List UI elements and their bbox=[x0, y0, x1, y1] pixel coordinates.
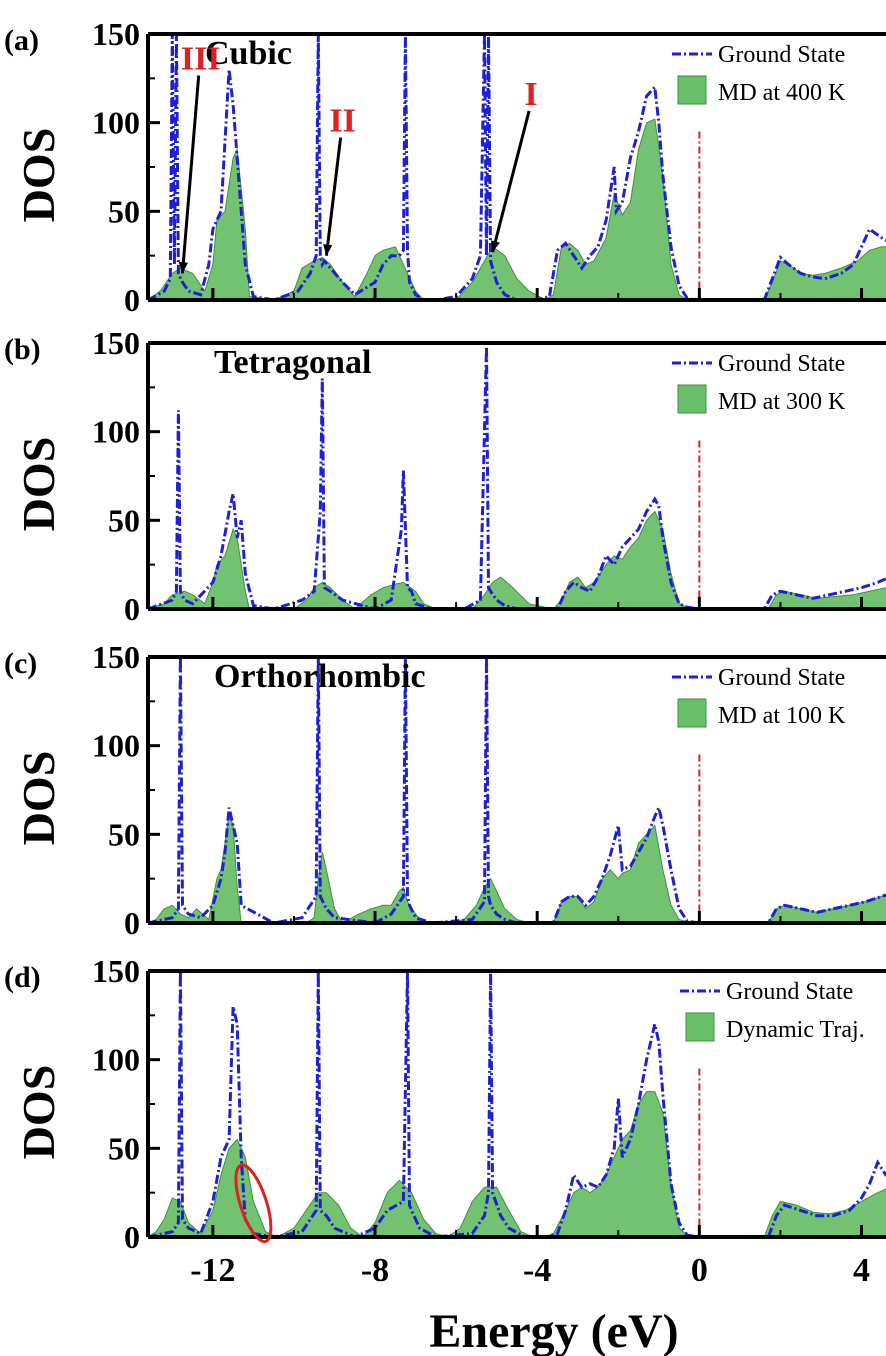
x-axis-label: Energy (eV) bbox=[429, 1305, 678, 1356]
y-tick-label: 0 bbox=[124, 282, 140, 318]
x-tick-label: -12 bbox=[190, 1252, 235, 1289]
band-annotation-iii: III bbox=[181, 40, 221, 77]
band-annotation-ii: II bbox=[329, 103, 355, 140]
ground-state-line bbox=[148, 657, 886, 923]
annotation-arrow bbox=[491, 110, 531, 253]
y-axis-label: DOS bbox=[13, 128, 64, 223]
legend-area-swatch bbox=[677, 384, 707, 414]
band-annotation-i: I bbox=[524, 76, 537, 113]
y-tick-label: 150 bbox=[92, 325, 140, 361]
y-tick-label: 50 bbox=[108, 193, 140, 229]
y-tick-label: 150 bbox=[92, 639, 140, 675]
panel-label: (b) bbox=[4, 333, 41, 366]
y-tick-label: 100 bbox=[92, 1042, 140, 1078]
y-tick-label: 150 bbox=[92, 953, 140, 989]
y-tick-label: 100 bbox=[92, 728, 140, 764]
y-tick-label: 0 bbox=[124, 905, 140, 941]
annotation-arrow bbox=[180, 75, 201, 274]
highlight-ellipse bbox=[234, 1163, 273, 1244]
x-tick-label: -8 bbox=[361, 1252, 389, 1289]
dos-panel-3: 0 50 100 150 (d) DOS Ground State Dynamic Traj.… bbox=[4, 953, 886, 1289]
phase-title: Cubic bbox=[205, 35, 292, 72]
panel-label: (d) bbox=[4, 961, 41, 994]
ground-state-line bbox=[148, 34, 886, 300]
legend: Ground State MD at 400 K bbox=[672, 42, 846, 106]
y-tick-label: 100 bbox=[92, 105, 140, 141]
y-axis-label: DOS bbox=[13, 751, 64, 846]
annotation-arrowhead bbox=[490, 240, 500, 253]
panels-layer: 0 50 100 150 (a) DOS Cubic Ground State MD at 40… bbox=[4, 16, 886, 1289]
dos-panel-1: 0 50 100 150 (b) DOS Tetragonal Ground State MD … bbox=[4, 325, 886, 627]
y-axis-label: DOS bbox=[13, 437, 64, 532]
legend-ground-state: Ground State bbox=[718, 42, 845, 68]
ground-state-line bbox=[148, 346, 886, 609]
legend-area-swatch bbox=[685, 1012, 715, 1042]
x-tick-label: 0 bbox=[691, 1252, 708, 1289]
x-tick-label: 4 bbox=[853, 1252, 870, 1289]
y-tick-label: 50 bbox=[108, 502, 140, 538]
legend: Ground State MD at 300 K bbox=[672, 351, 846, 415]
legend: Ground State Dynamic Traj. bbox=[680, 979, 865, 1043]
md-dos-area bbox=[148, 1091, 886, 1237]
panel-label: (c) bbox=[4, 647, 37, 680]
annotation-arrow bbox=[324, 137, 343, 256]
legend-ground-state: Ground State bbox=[718, 665, 845, 691]
y-tick-label: 0 bbox=[124, 1219, 140, 1255]
legend-ground-state: Ground State bbox=[718, 351, 845, 377]
md-dos-area bbox=[148, 118, 886, 300]
legend-ground-state: Ground State bbox=[726, 979, 853, 1005]
md-dos-area bbox=[148, 812, 886, 923]
y-tick-label: 50 bbox=[108, 816, 140, 852]
legend-md: Dynamic Traj. bbox=[726, 1017, 865, 1043]
legend: Ground State MD at 100 K bbox=[672, 665, 846, 729]
y-tick-label: 100 bbox=[92, 414, 140, 450]
y-axis-label: DOS bbox=[13, 1065, 64, 1160]
panel-label: (a) bbox=[4, 24, 39, 57]
y-tick-label: 0 bbox=[124, 591, 140, 627]
legend-area-swatch bbox=[677, 75, 707, 105]
x-tick-label: -4 bbox=[523, 1252, 551, 1289]
legend-md: MD at 400 K bbox=[718, 80, 846, 106]
dos-panel-0: 0 50 100 150 (a) DOS Cubic Ground State MD at 40… bbox=[4, 16, 886, 318]
dos-panel-2: 0 50 100 150 (c) DOS Orthorhombic Ground State M… bbox=[4, 639, 886, 941]
ground-state-line bbox=[148, 971, 886, 1237]
legend-md: MD at 100 K bbox=[718, 703, 846, 729]
legend-md: MD at 300 K bbox=[718, 389, 846, 415]
annotation-arrowhead bbox=[178, 262, 189, 274]
annotation-arrowhead bbox=[323, 244, 333, 256]
y-tick-label: 50 bbox=[108, 1130, 140, 1166]
legend-area-swatch bbox=[677, 698, 707, 728]
phase-title: Orthorhombic bbox=[214, 658, 426, 695]
y-tick-label: 150 bbox=[92, 16, 140, 52]
phase-title: Tetragonal bbox=[214, 344, 371, 381]
